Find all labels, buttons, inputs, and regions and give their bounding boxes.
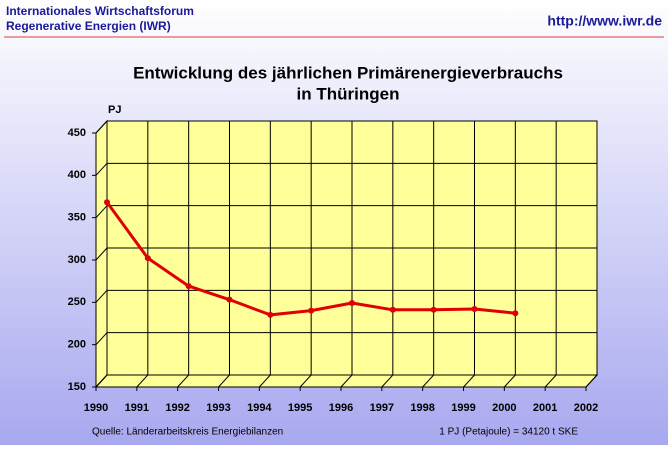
grid-line [136,374,149,388]
note: 1 PJ (Petajoule) = 34120 t SKE [439,427,578,438]
grid-line [95,247,108,261]
x-tick-label: 1995 [288,402,312,414]
y-tick-label: 400 [68,169,86,181]
data-point [185,283,192,290]
x-tick-label: 1993 [206,402,230,414]
data-point [144,255,151,262]
grid-line [95,332,108,346]
data-point [267,311,274,318]
y-tick-label: 450 [68,127,86,139]
grid-line [585,374,598,388]
x-tick-label: 1992 [165,402,189,414]
x-tick-label: 2000 [492,402,516,414]
data-point [349,300,355,307]
data-point [471,305,478,312]
x-tick-label: 2001 [533,402,557,414]
grid-line [95,205,108,219]
data-point [389,306,396,313]
grid-line [381,374,394,388]
grid-line [95,120,108,134]
grid-line [218,374,230,388]
grid-line [95,289,108,303]
x-tick-label: 1994 [247,402,272,414]
chart-title: Entwicklung des jährlichen Primärenergie… [133,63,563,82]
grid-line [544,374,557,388]
x-tick-label: 1998 [410,402,434,414]
x-tick-label: 2002 [574,402,598,414]
x-tick-label: 1990 [84,402,108,414]
x-tick-label: 1997 [370,402,394,414]
grid-line [299,374,312,388]
y-tick-label: 300 [68,254,86,266]
grid-line [95,162,108,176]
data-point [226,296,233,303]
x-tick-label: 1999 [451,402,475,414]
y-tick-label: 350 [68,212,86,224]
source: Quelle: Länderarbeitskreis Energiebilanz… [92,427,283,438]
data-point [512,310,519,317]
chart-title: in Thüringen [297,84,400,103]
org-line2: Regenerative Energien (IWR) [6,19,171,33]
y-tick-label: 250 [68,296,86,308]
grid-line [422,374,435,388]
data-point [104,199,110,206]
y-tick-label: 150 [68,381,86,393]
data-point [430,306,437,313]
grid-line [177,374,190,388]
grid-line [95,374,108,388]
grid-line [340,374,353,388]
url: http://www.iwr.de [547,13,662,29]
grid-line [463,374,475,388]
x-tick-label: 1996 [329,402,353,414]
y-axis-label: PJ [108,104,121,116]
grid-line [258,374,271,388]
grid-line [503,374,516,388]
data-point [308,307,315,314]
y-tick-label: 200 [68,339,86,351]
x-tick-label: 1991 [125,402,149,414]
org-line1: Internationales Wirtschaftsforum [6,4,194,18]
